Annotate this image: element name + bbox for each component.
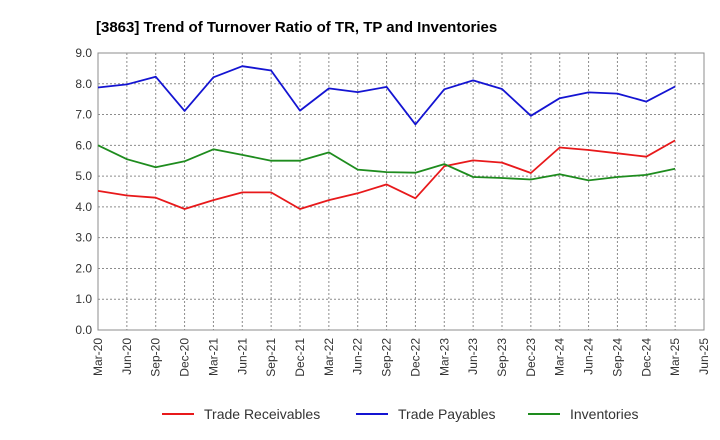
x-tick-label: Mar-20 bbox=[91, 338, 105, 376]
x-tick-label: Sep-23 bbox=[495, 338, 509, 377]
x-tick-label: Dec-20 bbox=[178, 338, 192, 377]
trade-receivables-line bbox=[97, 139, 676, 210]
x-tick-label: Dec-24 bbox=[639, 338, 653, 377]
y-tick-label: 1.0 bbox=[75, 292, 92, 306]
x-tick-label: Jun-24 bbox=[582, 338, 596, 375]
x-tick-label: Mar-21 bbox=[206, 338, 220, 376]
x-tick-label: Jun-23 bbox=[466, 338, 480, 375]
x-tick-label: Jun-25 bbox=[697, 338, 711, 375]
grid-layer bbox=[97, 52, 705, 331]
y-tick-label: 0.0 bbox=[75, 323, 92, 337]
y-tick-label: 2.0 bbox=[75, 261, 92, 275]
trade-receivables-legend-label: Trade Receivables bbox=[204, 406, 320, 422]
x-tick-label: Jun-20 bbox=[120, 338, 134, 375]
x-tick-label: Sep-24 bbox=[610, 338, 624, 377]
x-tick-label: Jun-21 bbox=[235, 338, 249, 375]
x-tick-label: Mar-24 bbox=[553, 338, 567, 376]
x-tick-label: Mar-25 bbox=[668, 338, 682, 376]
trade-payables-line bbox=[97, 65, 676, 126]
x-tick-label: Dec-22 bbox=[408, 338, 422, 377]
y-tick-label: 4.0 bbox=[75, 200, 92, 214]
x-tick-label: Dec-21 bbox=[293, 338, 307, 377]
y-tick-label: 9.0 bbox=[75, 46, 92, 60]
axis-layer: 0.0 1.0 2.0 3.0 4.0 5.0 6.0 7.0 8.0 9.0 Mar-20 Jun-… bbox=[75, 46, 711, 377]
y-tick-label: 7.0 bbox=[75, 108, 92, 122]
inventories-legend-label: Inventories bbox=[570, 406, 638, 422]
chart-title: [3863] Trend of Turnover Ratio of TR, TP… bbox=[96, 19, 497, 36]
y-tick-label: 5.0 bbox=[75, 169, 92, 183]
x-tick-label: Sep-20 bbox=[149, 338, 163, 377]
x-tick-label: Jun-22 bbox=[351, 338, 365, 375]
legend: Trade Receivables Trade Payables Inventori… bbox=[162, 406, 638, 422]
x-tick-label: Mar-22 bbox=[322, 338, 336, 376]
y-tick-label: 6.0 bbox=[75, 138, 92, 152]
x-tick-label: Sep-21 bbox=[264, 338, 278, 377]
trade-payables-legend-label: Trade Payables bbox=[398, 406, 496, 422]
inventories-line bbox=[97, 144, 676, 182]
y-tick-label: 3.0 bbox=[75, 231, 92, 245]
x-tick-label: Sep-22 bbox=[380, 338, 394, 377]
series-layer bbox=[97, 65, 676, 210]
y-tick-label: 8.0 bbox=[75, 77, 92, 91]
x-tick-label: Dec-23 bbox=[524, 338, 538, 377]
x-tick-label: Mar-23 bbox=[437, 338, 451, 376]
